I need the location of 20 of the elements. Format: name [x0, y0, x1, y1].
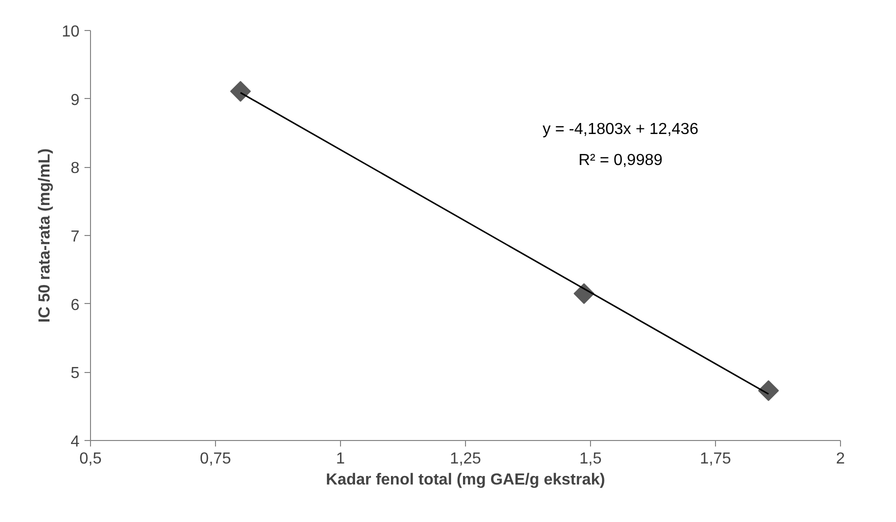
y-tick-label: 8	[70, 160, 80, 178]
y-axis-title: IC 50 rata-rata (mg/mL)	[36, 148, 54, 323]
y-tick-label: 5	[70, 365, 80, 382]
point	[230, 80, 251, 102]
x-tick-label: 2	[836, 450, 846, 468]
x-tick-label: 1,75	[700, 450, 732, 468]
y-tick-label: 7	[70, 228, 80, 246]
annotation: y = -4,1803x + 12,436	[542, 121, 698, 138]
x-tick-label: 1,25	[450, 450, 482, 468]
x-axis-title: Kadar fenol total (mg GAE/g ekstrak)	[326, 472, 606, 488]
y-tick-label: 9	[70, 92, 80, 109]
x-tick-label: 0,5	[79, 450, 102, 468]
x-tick-label: 1,5	[579, 450, 602, 468]
x-tick-label: 0,75	[200, 450, 232, 468]
point	[758, 380, 779, 402]
y-tick-label: 6	[70, 296, 80, 314]
annotation: R² = 0,9989	[578, 152, 663, 169]
x-tick-label: 1	[336, 450, 346, 468]
y-tick-label: 10	[62, 24, 80, 40]
y-tick-label: 4	[70, 434, 80, 450]
